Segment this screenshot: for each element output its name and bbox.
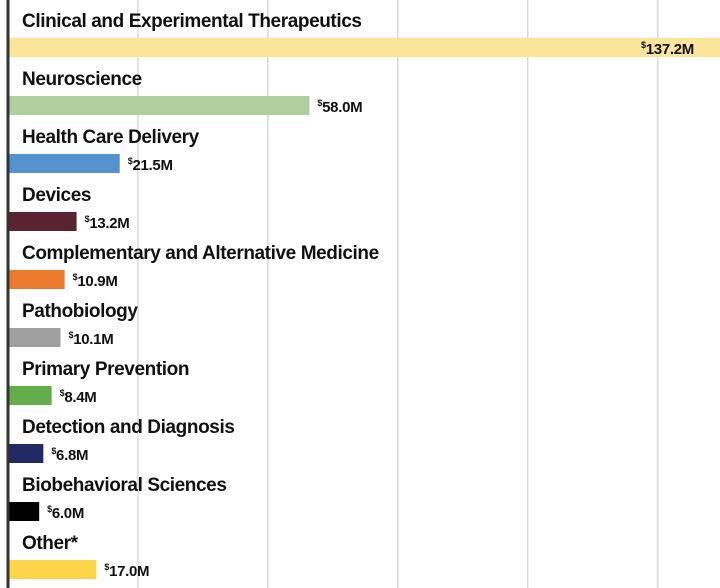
- category-label: Clinical and Experimental Therapeutics: [22, 11, 362, 32]
- value-label: $58.0M: [317, 98, 362, 116]
- value-label: $6.0M: [47, 504, 84, 522]
- category-label: Complementary and Alternative Medicine: [22, 243, 379, 264]
- category-label: Other*: [22, 533, 79, 554]
- bar: [8, 270, 65, 289]
- value-label: $137.2M: [641, 40, 694, 58]
- value-label: $17.0M: [104, 562, 149, 580]
- category-label: Health Care Delivery: [22, 127, 200, 148]
- bar: [8, 38, 720, 57]
- category-label: Neuroscience: [22, 69, 142, 90]
- bar: [8, 96, 310, 115]
- category-label: Detection and Diagnosis: [22, 417, 235, 438]
- value-label: $21.5M: [128, 156, 173, 174]
- value-label: $10.9M: [73, 272, 118, 290]
- bar: [8, 154, 120, 173]
- bar: [8, 444, 44, 463]
- category-label: Biobehavioral Sciences: [22, 475, 227, 496]
- bar: [8, 502, 40, 521]
- value-label: $8.4M: [60, 388, 97, 406]
- value-label: $10.1M: [68, 330, 113, 348]
- category-label: Primary Prevention: [22, 359, 189, 380]
- value-label: $13.2M: [85, 214, 130, 232]
- bar: [8, 212, 77, 231]
- category-label: Devices: [22, 185, 91, 206]
- value-label: $6.8M: [51, 446, 88, 464]
- bar: [8, 386, 52, 405]
- category-label: Pathobiology: [22, 301, 138, 322]
- bar: [8, 328, 61, 347]
- bar: [8, 560, 97, 579]
